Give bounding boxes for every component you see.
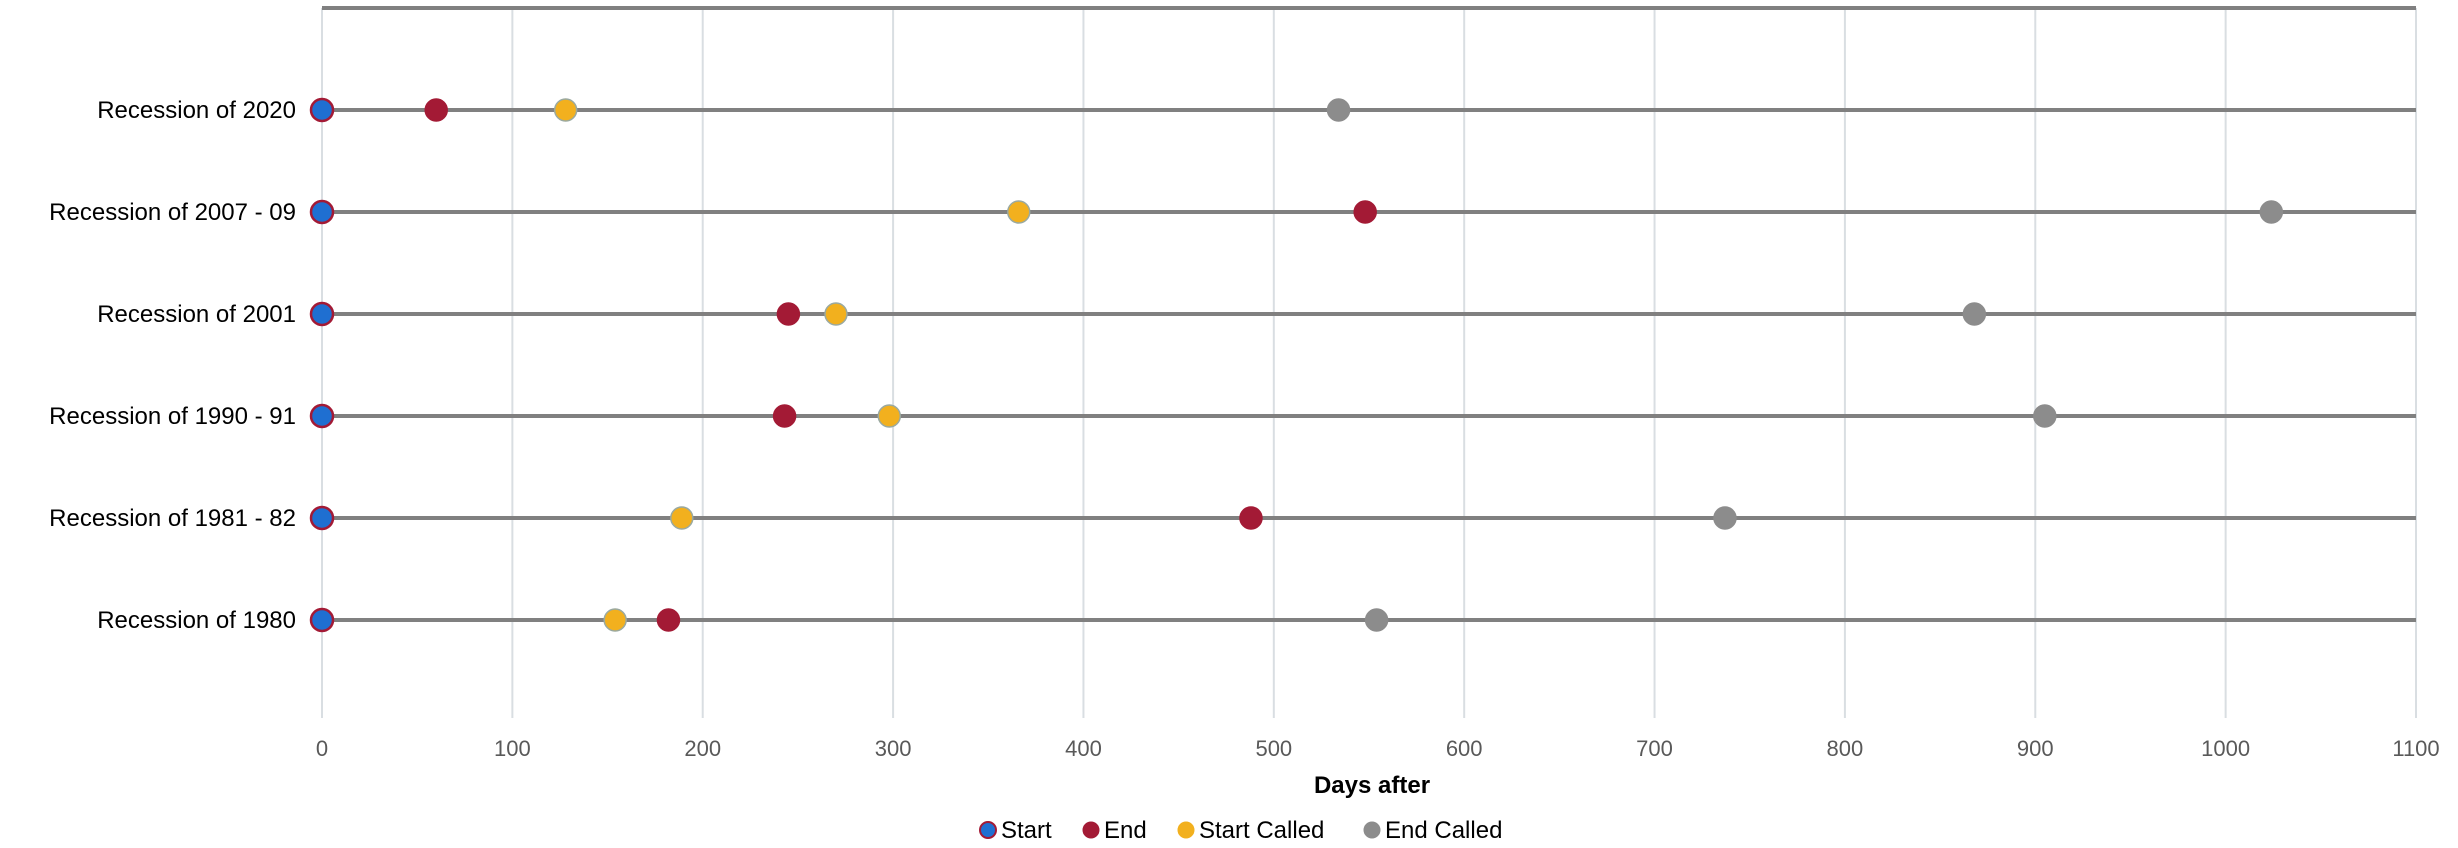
data-point-start-called <box>553 98 578 122</box>
x-tick-label: 700 <box>1636 736 1673 761</box>
x-tick-labels-layer: 0 100 200 300 400 500 600 700 800 900 1000 1100 <box>316 736 2440 761</box>
data-point-start-called <box>824 302 848 326</box>
category-label: Recession of 1981 - 82 <box>49 505 296 532</box>
data-point-start <box>309 403 335 429</box>
legend-label: End Called <box>1385 817 1502 844</box>
x-tick-label: 200 <box>684 736 721 761</box>
legend-label: Start Called <box>1199 817 1324 844</box>
legend-marker-start-called <box>1177 821 1195 839</box>
series-lines-layer <box>322 108 2416 622</box>
data-point-end-called <box>2259 200 2284 224</box>
data-point-end-called <box>1962 302 1987 326</box>
grid-layer <box>321 6 2417 718</box>
legend: Start End Start Called End Called <box>979 817 1502 844</box>
data-point-end-called <box>2033 404 2057 428</box>
data-point-start <box>309 97 335 123</box>
legend-marker-end <box>1082 821 1100 839</box>
legend-marker-start <box>979 821 997 839</box>
x-tick-label: 100 <box>494 736 531 761</box>
legend-marker-end-called <box>1363 821 1381 839</box>
data-point-end <box>772 404 797 428</box>
category-label: Recession of 2001 <box>97 301 296 328</box>
x-tick-label: 400 <box>1065 736 1102 761</box>
x-tick-label: 500 <box>1255 736 1292 761</box>
x-tick-label: 800 <box>1827 736 1864 761</box>
x-tick-label: 0 <box>316 736 328 761</box>
category-label: Recession of 1980 <box>97 607 296 634</box>
data-point-start-called <box>670 506 694 530</box>
data-point-end <box>776 302 801 326</box>
x-tick-label: 600 <box>1446 736 1483 761</box>
category-labels-layer: Recession of 2020 Recession of 2007 - 09 R… <box>49 97 296 634</box>
data-point-start-called <box>1006 200 1031 224</box>
legend-label: Start <box>1001 817 1052 844</box>
points-layer <box>309 97 2284 633</box>
data-point-start <box>309 607 335 633</box>
x-tick-label: 1100 <box>2392 736 2439 761</box>
x-tick-label: 1000 <box>2201 736 2250 761</box>
category-label: Recession of 2007 - 09 <box>49 199 296 226</box>
category-label: Recession of 1990 - 91 <box>49 403 296 430</box>
category-label: Recession of 2020 <box>97 97 296 124</box>
data-point-start <box>309 505 335 531</box>
data-point-start <box>309 301 335 327</box>
data-point-end <box>1239 506 1263 530</box>
data-point-start <box>309 199 335 225</box>
x-axis-title: Days after <box>1314 772 1430 799</box>
x-tick-label: 300 <box>875 736 912 761</box>
data-point-start-called <box>877 404 902 428</box>
data-point-end <box>1353 200 1377 224</box>
data-point-end-called <box>1713 506 1737 530</box>
x-tick-label: 900 <box>2017 736 2054 761</box>
data-point-end <box>656 608 681 632</box>
data-point-end <box>424 98 448 122</box>
data-point-end-called <box>1364 608 1389 632</box>
data-point-start-called <box>603 608 627 632</box>
legend-label: End <box>1104 817 1147 844</box>
data-point-end-called <box>1326 98 1351 122</box>
